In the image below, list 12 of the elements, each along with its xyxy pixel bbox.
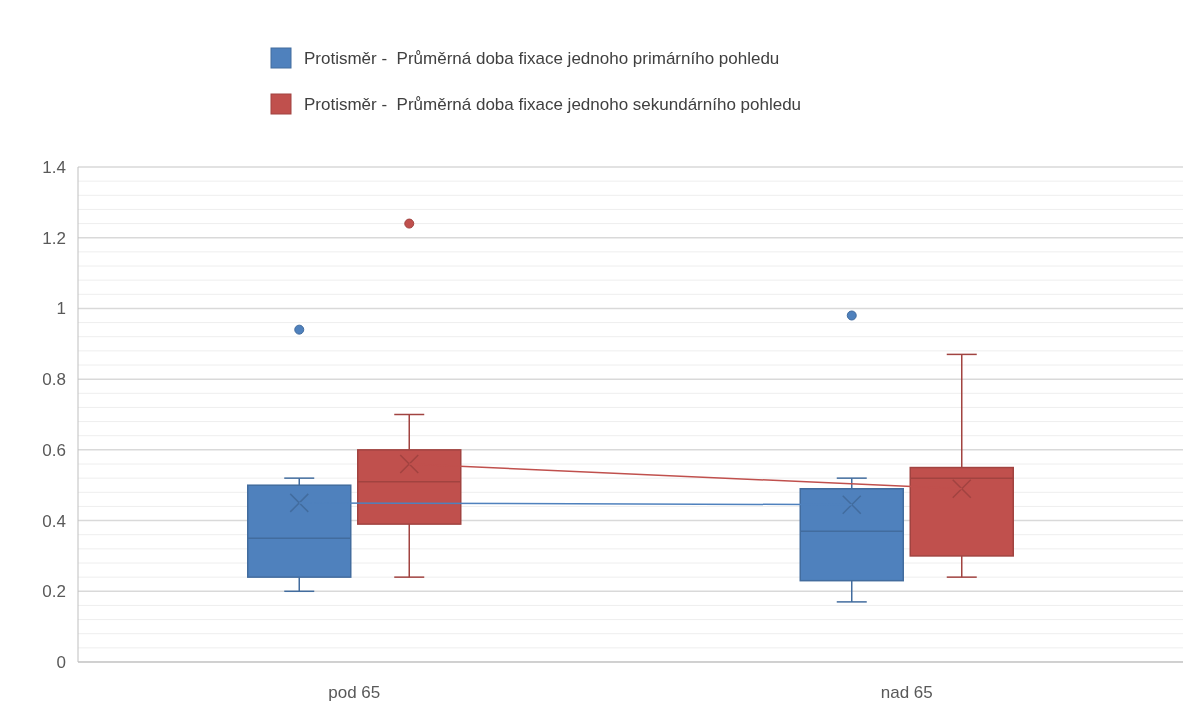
y-tick-label: 0.2: [42, 582, 66, 602]
y-tick-label: 1.2: [42, 228, 66, 248]
legend-label: Protisměr - Průměrná doba fixace jednoho sekundárního pohledu: [304, 94, 802, 114]
y-tick-label: 0.6: [42, 440, 66, 460]
y-tick-label: 1: [56, 299, 66, 319]
y-tick-label: 0.4: [42, 511, 66, 531]
y-tick-label: 0.8: [42, 370, 66, 390]
legend-label: Protisměr - Průměrná doba fixace jednoho primárního pohledu: [304, 48, 780, 68]
x-tick-label: nad 65: [880, 683, 933, 702]
y-tick-label: 1.4: [42, 157, 66, 177]
y-tick-label: 0: [56, 652, 66, 672]
x-tick-label: pod 65: [328, 683, 381, 702]
